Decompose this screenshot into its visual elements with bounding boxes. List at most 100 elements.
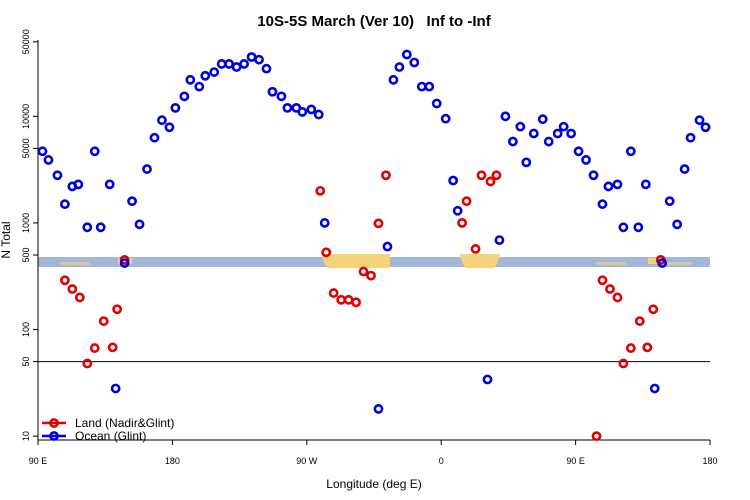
y-tick-label: 50000: [21, 29, 31, 54]
point: [231, 62, 242, 72]
y-tick-label: 50: [21, 357, 31, 367]
point: [319, 218, 330, 228]
point: [521, 157, 532, 168]
point: [358, 266, 369, 277]
y-tick-label: 10000: [21, 104, 31, 129]
y-tick-label: 500: [21, 248, 31, 263]
point: [134, 219, 145, 230]
point: [381, 170, 391, 181]
point: [107, 342, 118, 353]
legend-label: Ocean (Glint): [75, 429, 146, 443]
point: [634, 316, 645, 326]
point: [373, 404, 384, 414]
point: [543, 136, 554, 147]
point: [528, 128, 539, 139]
point: [127, 196, 137, 207]
point: [82, 358, 93, 369]
point: [485, 176, 496, 187]
point: [388, 74, 399, 85]
point: [267, 86, 278, 97]
point: [700, 122, 711, 133]
point: [440, 113, 451, 124]
point: [74, 292, 85, 303]
point: [640, 179, 651, 190]
y-axis-title: N Total: [0, 221, 13, 258]
point: [597, 199, 608, 210]
point: [625, 343, 636, 353]
point: [67, 284, 78, 294]
land-patch: [60, 262, 90, 265]
point: [37, 146, 48, 157]
point: [313, 109, 324, 120]
point: [394, 62, 405, 72]
point: [282, 102, 293, 113]
point: [558, 121, 569, 132]
point: [194, 81, 205, 92]
x-tick-label: 180: [165, 456, 180, 466]
chart-title: 10S-5S March (Ver 10) Inf to -Inf: [257, 13, 491, 30]
point: [581, 155, 591, 165]
point: [515, 121, 526, 132]
point: [500, 111, 511, 122]
point: [657, 258, 668, 268]
x-tick-label: 90 E: [566, 456, 585, 466]
point: [618, 358, 629, 369]
point: [618, 222, 629, 233]
point: [209, 67, 220, 77]
x-tick-label: 90 W: [296, 456, 318, 466]
legend-label: Land (Nadir&Glint): [75, 416, 174, 430]
land-patch: [118, 258, 132, 264]
point: [552, 128, 563, 139]
point: [95, 222, 106, 233]
legend-marker: [49, 418, 59, 428]
y-tick-label: 100: [21, 322, 31, 337]
land-patch: [460, 254, 500, 268]
x-axis-title: Longitude (deg E): [326, 477, 421, 491]
point: [59, 275, 70, 286]
point: [321, 247, 332, 258]
point: [476, 170, 487, 181]
point: [366, 270, 376, 281]
point: [401, 49, 412, 60]
point: [588, 170, 599, 181]
point: [494, 235, 505, 246]
point: [470, 244, 481, 254]
point: [612, 292, 623, 303]
series: [59, 170, 666, 442]
point: [642, 342, 653, 353]
point: [149, 132, 160, 143]
point: [254, 54, 264, 65]
point: [457, 218, 468, 228]
point: [351, 297, 361, 308]
series: [37, 49, 711, 414]
point: [373, 218, 384, 229]
land-patch: [596, 262, 626, 265]
point: [685, 132, 696, 143]
point: [239, 59, 249, 69]
point: [461, 196, 472, 207]
point: [605, 284, 615, 294]
point: [672, 219, 683, 230]
point: [261, 63, 272, 74]
point: [679, 164, 690, 174]
point: [200, 70, 211, 81]
point: [104, 179, 115, 190]
point: [157, 115, 167, 126]
point: [52, 170, 63, 181]
point: [573, 146, 584, 157]
point: [73, 179, 84, 190]
land-patch: [322, 254, 390, 268]
point: [185, 74, 196, 85]
point: [179, 91, 190, 102]
x-tick-label: 0: [439, 456, 444, 466]
point: [59, 199, 70, 210]
point: [306, 104, 317, 115]
y-tick-label: 10: [21, 431, 31, 441]
point: [597, 275, 608, 286]
point: [424, 81, 435, 92]
point: [43, 155, 54, 165]
point: [603, 181, 614, 192]
x-tick-label: 180: [702, 456, 717, 466]
